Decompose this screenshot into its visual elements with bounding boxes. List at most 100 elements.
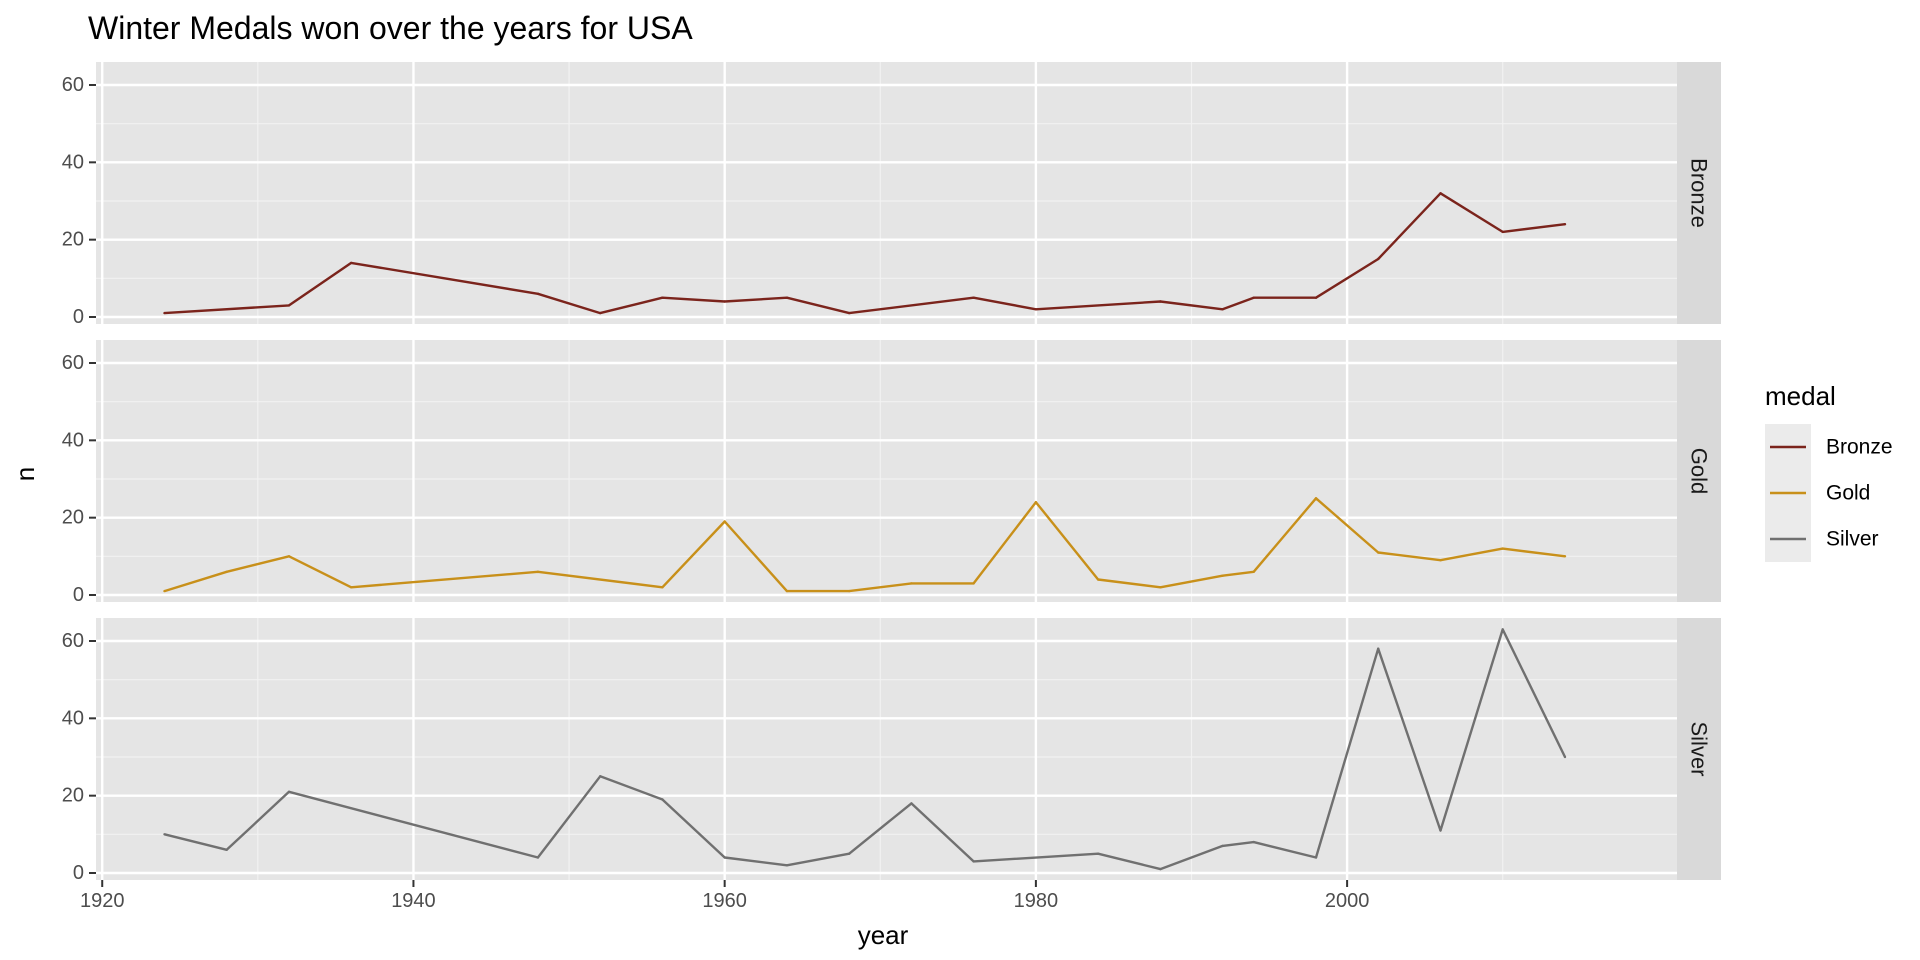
- data-point-gold: [163, 589, 166, 593]
- data-point-gold: [1096, 578, 1100, 581]
- data-point-bronze: [1034, 308, 1038, 311]
- data-point-bronze: [723, 300, 726, 303]
- data-point-bronze: [1221, 308, 1224, 311]
- facet-strip-label: Gold: [1687, 448, 1712, 494]
- data-point-bronze: [163, 311, 166, 315]
- x-tick-label: 1960: [702, 890, 747, 912]
- data-point-bronze: [1159, 300, 1162, 303]
- data-point-gold: [1034, 501, 1038, 504]
- data-point-bronze: [1314, 296, 1318, 299]
- y-tick-label: 60: [62, 352, 84, 374]
- legend-label-silver: Silver: [1826, 528, 1879, 551]
- data-point-gold: [536, 570, 540, 573]
- x-axis: 1920 1940 1960 1980 2000: [80, 880, 1369, 912]
- data-point-silver: [1501, 628, 1504, 631]
- data-point-silver: [972, 860, 975, 863]
- y-axis-title: n: [10, 467, 40, 481]
- data-point-gold: [723, 520, 726, 523]
- y-tick-label: 20: [62, 785, 84, 807]
- x-tick-label: 2000: [1325, 890, 1370, 912]
- data-point-gold: [972, 582, 975, 585]
- data-point-silver: [163, 833, 166, 836]
- legend-label-bronze: Bronze: [1826, 436, 1893, 459]
- legend-label-gold: Gold: [1826, 482, 1870, 505]
- x-axis-title: year: [858, 920, 909, 950]
- facet-strip-label: Silver: [1687, 721, 1712, 776]
- data-point-silver: [1377, 647, 1380, 650]
- data-point-bronze: [1377, 257, 1380, 261]
- data-point-gold: [910, 582, 913, 585]
- data-point-gold: [1314, 497, 1318, 500]
- data-point-silver: [287, 790, 291, 793]
- facet-panel-gold: Gold 0 20 40 60: [62, 340, 1721, 606]
- data-point-silver: [785, 864, 789, 867]
- data-point-silver: [1159, 867, 1162, 871]
- data-point-bronze: [1439, 192, 1442, 195]
- panel-background: [96, 340, 1677, 602]
- data-point-silver: [848, 852, 851, 855]
- data-point-gold: [1377, 551, 1380, 554]
- facet-strip-label: Bronze: [1687, 158, 1712, 228]
- data-point-silver: [1439, 829, 1442, 832]
- facet-strip: [1677, 618, 1721, 880]
- data-point-gold: [1221, 574, 1224, 577]
- facet-panel-bronze: Bronze 0 20 40 60: [62, 62, 1721, 328]
- data-point-silver: [910, 802, 913, 805]
- data-point-gold: [848, 589, 851, 593]
- data-point-gold: [1159, 586, 1162, 589]
- data-point-gold: [1252, 570, 1255, 573]
- data-point-silver: [1221, 844, 1224, 848]
- data-point-silver: [1252, 840, 1255, 844]
- chart-title: Winter Medals won over the years for USA: [88, 10, 693, 46]
- legend-title: medal: [1765, 381, 1836, 411]
- x-tick-label: 1980: [1014, 890, 1059, 912]
- y-tick-label: 60: [62, 74, 84, 96]
- data-point-gold: [1439, 559, 1442, 562]
- data-point-silver: [225, 848, 228, 851]
- data-point-silver: [536, 856, 540, 859]
- data-point-silver: [661, 798, 664, 801]
- data-point-bronze: [350, 261, 353, 265]
- facet-panels: Bronze 0 20 40 60 Gold 0 20 40 60 Silver 0 20 40 60: [62, 62, 1721, 884]
- data-point-bronze: [536, 292, 540, 295]
- data-point-silver: [1563, 755, 1567, 759]
- data-point-bronze: [287, 304, 291, 307]
- y-tick-label: 60: [62, 630, 84, 652]
- panel-background: [96, 62, 1677, 324]
- data-point-bronze: [785, 296, 789, 299]
- y-tick-label: 0: [73, 584, 84, 606]
- data-point-gold: [350, 586, 353, 589]
- data-point-gold: [1501, 547, 1504, 550]
- facet-panel-silver: Silver 0 20 40 60: [62, 618, 1721, 884]
- y-tick-label: 40: [62, 151, 84, 173]
- y-tick-label: 0: [73, 306, 84, 328]
- data-point-bronze: [972, 296, 975, 299]
- legend: medal Bronze Gold Silver: [1765, 381, 1893, 562]
- data-point-bronze: [1252, 296, 1255, 299]
- data-point-bronze: [1501, 230, 1504, 234]
- data-point-gold: [1563, 555, 1567, 558]
- data-point-silver: [1096, 852, 1100, 855]
- data-point-bronze: [848, 311, 851, 315]
- data-point-gold: [225, 570, 228, 573]
- y-tick-label: 20: [62, 507, 84, 529]
- facet-strip: [1677, 340, 1721, 602]
- x-tick-label: 1920: [80, 890, 125, 912]
- y-tick-label: 40: [62, 429, 84, 451]
- y-tick-label: 20: [62, 229, 84, 251]
- data-point-silver: [1314, 856, 1318, 859]
- x-tick-label: 1940: [391, 890, 436, 912]
- data-point-bronze: [599, 311, 602, 315]
- panel-background: [96, 618, 1677, 880]
- facet-strip: [1677, 62, 1721, 324]
- y-tick-label: 40: [62, 707, 84, 729]
- y-tick-label: 0: [73, 862, 84, 884]
- data-point-silver: [599, 775, 602, 778]
- data-point-bronze: [1563, 223, 1567, 226]
- data-point-bronze: [661, 296, 664, 299]
- data-point-gold: [661, 586, 664, 589]
- data-point-gold: [785, 589, 789, 593]
- data-point-gold: [287, 555, 291, 558]
- series-line-silver: [164, 628, 1567, 871]
